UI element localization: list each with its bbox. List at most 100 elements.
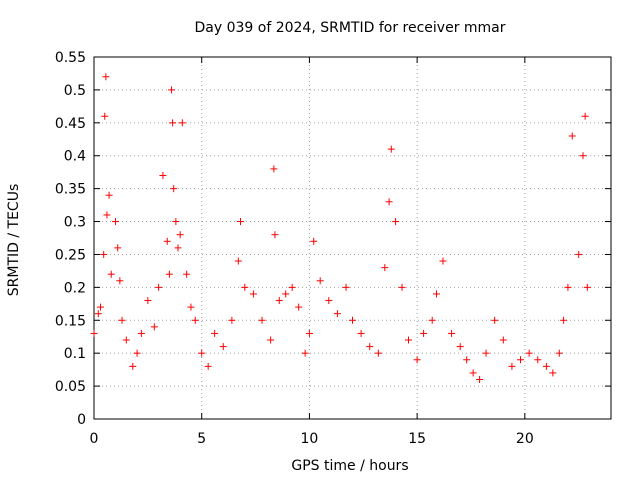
data-point — [107, 270, 115, 278]
y-tick-label: 0.25 — [55, 247, 86, 263]
data-point — [381, 264, 389, 272]
data-point — [169, 119, 177, 127]
data-point — [534, 356, 542, 364]
y-tick-label: 0.55 — [55, 50, 86, 66]
data-point — [129, 362, 137, 370]
data-point — [288, 283, 296, 291]
data-point — [491, 316, 499, 324]
data-point — [295, 303, 303, 311]
data-point — [271, 231, 279, 239]
data-point — [94, 310, 102, 318]
data-point — [96, 303, 104, 311]
data-point — [305, 329, 313, 337]
x-axis-label: GPS time / hours — [291, 458, 408, 474]
y-tick-label: 0.35 — [55, 182, 86, 198]
data-point — [105, 191, 113, 199]
data-point — [183, 270, 191, 278]
data-point — [165, 270, 173, 278]
data-point — [150, 323, 158, 331]
data-point — [428, 316, 436, 324]
data-point — [549, 369, 557, 377]
data-point — [542, 362, 550, 370]
data-point — [387, 145, 395, 153]
data-point — [301, 349, 309, 357]
y-tick-label: 0.3 — [64, 215, 86, 231]
data-point — [163, 237, 171, 245]
data-point — [398, 283, 406, 291]
data-point — [476, 376, 484, 384]
data-point — [508, 362, 516, 370]
data-point — [342, 283, 350, 291]
data-point — [420, 329, 428, 337]
data-point — [102, 73, 110, 81]
data-point — [137, 329, 145, 337]
data-point — [385, 198, 393, 206]
x-tick-label: 20 — [516, 431, 534, 447]
y-tick-label: 0.5 — [64, 83, 86, 99]
data-point — [463, 356, 471, 364]
data-point — [191, 316, 199, 324]
plot-frame — [93, 56, 612, 420]
data-point — [122, 336, 130, 344]
data-point — [267, 336, 275, 344]
data-point — [112, 218, 120, 226]
data-point — [133, 349, 141, 357]
data-point — [316, 277, 324, 285]
data-point — [560, 316, 568, 324]
data-point — [374, 349, 382, 357]
data-point — [583, 283, 591, 291]
axis-ticks: 0 0.05 0.1 0.15 0.2 0.25 0.3 0.35 0.4 0.45 0.5 0.55… — [55, 50, 611, 447]
data-point — [517, 356, 525, 364]
data-point — [241, 283, 249, 291]
data-point — [581, 112, 589, 120]
y-tick-label: 0.2 — [64, 280, 86, 296]
y-tick-label: 0.15 — [55, 313, 86, 329]
data-point — [103, 211, 111, 219]
data-point — [439, 257, 447, 265]
data-point — [555, 349, 563, 357]
data-point — [333, 310, 341, 318]
data-point — [116, 277, 124, 285]
data-point — [469, 369, 477, 377]
grid — [94, 57, 611, 419]
data-point — [413, 356, 421, 364]
data-point — [282, 290, 290, 298]
x-tick-label: 5 — [197, 431, 206, 447]
x-tick-label: 0 — [90, 431, 99, 447]
data-point — [448, 329, 456, 337]
y-tick-label: 0.05 — [55, 379, 86, 395]
data-point — [228, 316, 236, 324]
data-point — [275, 297, 283, 305]
data-point — [219, 343, 227, 351]
x-tick-label: 10 — [301, 431, 319, 447]
data-point — [101, 112, 109, 120]
x-tick-label: 15 — [408, 431, 426, 447]
data-point — [325, 297, 333, 305]
data-point — [564, 283, 572, 291]
data-point — [170, 185, 178, 193]
data-point — [144, 297, 152, 305]
data-point — [159, 171, 167, 179]
data-point — [155, 283, 163, 291]
data-point — [433, 290, 441, 298]
data-point — [579, 152, 587, 160]
data-point — [118, 316, 126, 324]
data-point — [270, 165, 278, 173]
y-tick-label: 0.45 — [55, 116, 86, 132]
data-point — [114, 244, 122, 252]
data-point — [236, 218, 244, 226]
data-point — [258, 316, 266, 324]
data-point — [499, 336, 507, 344]
data-point — [405, 336, 413, 344]
data-point — [310, 237, 318, 245]
data-point — [349, 316, 356, 324]
data-point — [568, 132, 576, 140]
y-tick-label: 0.1 — [64, 346, 86, 362]
data-point — [234, 257, 242, 265]
data-point — [90, 329, 98, 337]
y-tick-label: 0 — [77, 412, 86, 428]
data-point — [176, 231, 184, 239]
data-point — [366, 343, 374, 351]
data-point — [456, 343, 464, 351]
data-point — [198, 349, 206, 357]
